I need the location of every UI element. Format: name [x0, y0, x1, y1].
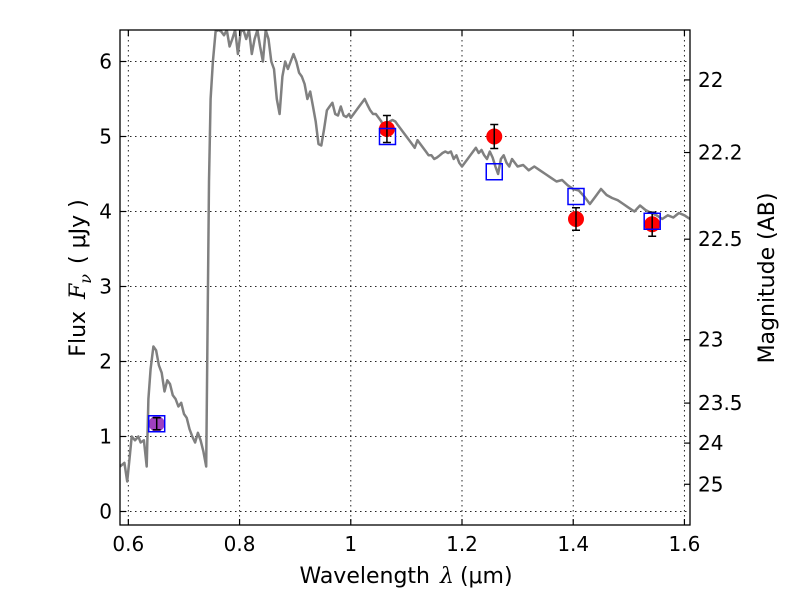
y-tick-label: 0 — [99, 500, 112, 524]
model-band-square — [147, 415, 166, 433]
x-tick-label: 0.6 — [112, 532, 144, 556]
model-spectrum-line — [120, 30, 690, 483]
y2-tick-label: 23.5 — [698, 391, 743, 415]
y-tick-label: 4 — [99, 200, 112, 224]
x-tick-label: 1.4 — [557, 532, 589, 556]
model-band-square — [378, 127, 397, 146]
model-band-square — [567, 187, 585, 206]
plot-frame — [119, 29, 691, 526]
y-tick-label: 2 — [99, 350, 112, 374]
y2-tick-label: 24 — [698, 431, 723, 455]
x-tick-label: 0.8 — [224, 532, 256, 556]
x-tick-label: 1.2 — [446, 532, 478, 556]
y2-tick-label: 25 — [698, 472, 723, 496]
x-tick-label: 1.6 — [669, 532, 701, 556]
x-axis-title: Wavelength λ (μm) — [299, 564, 512, 589]
model-band-square — [485, 163, 504, 181]
x-tick-label: 1 — [344, 532, 357, 556]
y2-tick-label: 23 — [698, 328, 723, 352]
model-band-square — [643, 212, 661, 230]
y-tick-label: 5 — [99, 125, 112, 149]
y2-tick-label: 22 — [698, 68, 723, 92]
plot-area — [120, 30, 690, 483]
y-tick-label: 3 — [99, 275, 112, 299]
y2-axis-title: Magnitude (AB) — [755, 193, 780, 364]
y-axis-title: FluxFν( μJy ) — [66, 199, 95, 356]
axis-ticks — [120, 30, 690, 525]
y2-tick-label: 22.2 — [698, 141, 743, 165]
y2-tick-label: 22.5 — [698, 227, 743, 251]
y-tick-label: 1 — [99, 425, 112, 449]
y-tick-label: 6 — [99, 50, 112, 74]
